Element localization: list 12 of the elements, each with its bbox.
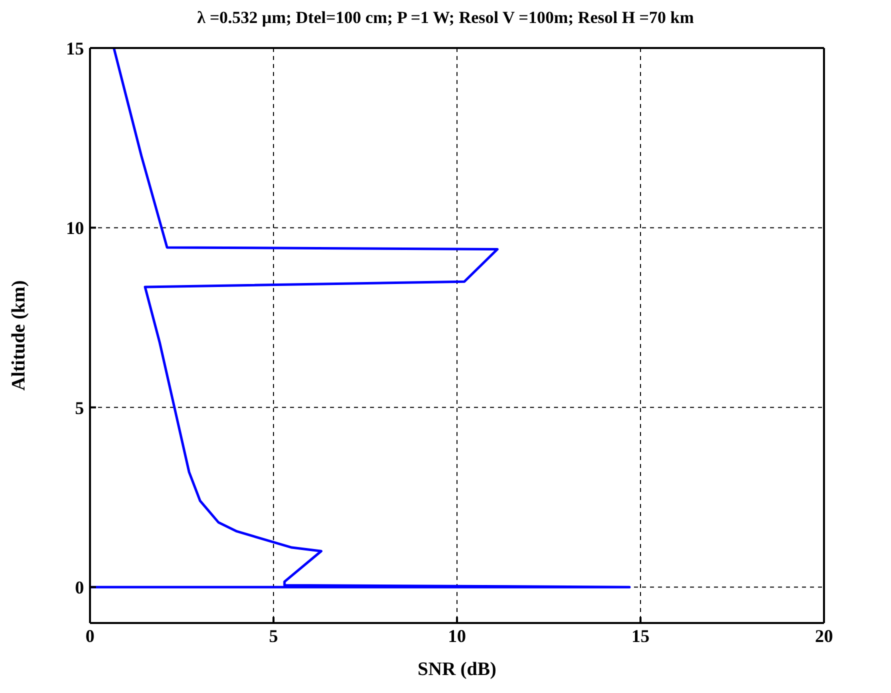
x-tick-label: 10 [448, 626, 466, 646]
x-tick-label: 5 [269, 626, 278, 646]
chart-title: λ =0.532 µm; Dtel=100 cm; P =1 W; Resol V =100m; Resol H =70 km [196, 8, 695, 28]
y-axis-title: Altitude (km) [8, 280, 30, 391]
y-tick-label: 0 [75, 577, 84, 598]
x-tick-label: 20 [815, 626, 833, 646]
y-tick-label: 5 [75, 398, 84, 418]
y-tick-label: 10 [66, 218, 84, 238]
x-axis-title: SNR (dB) [418, 659, 496, 680]
line-series [90, 48, 631, 588]
y-tick-label: 15 [66, 38, 84, 58]
x-tick-label: 15 [632, 626, 650, 646]
